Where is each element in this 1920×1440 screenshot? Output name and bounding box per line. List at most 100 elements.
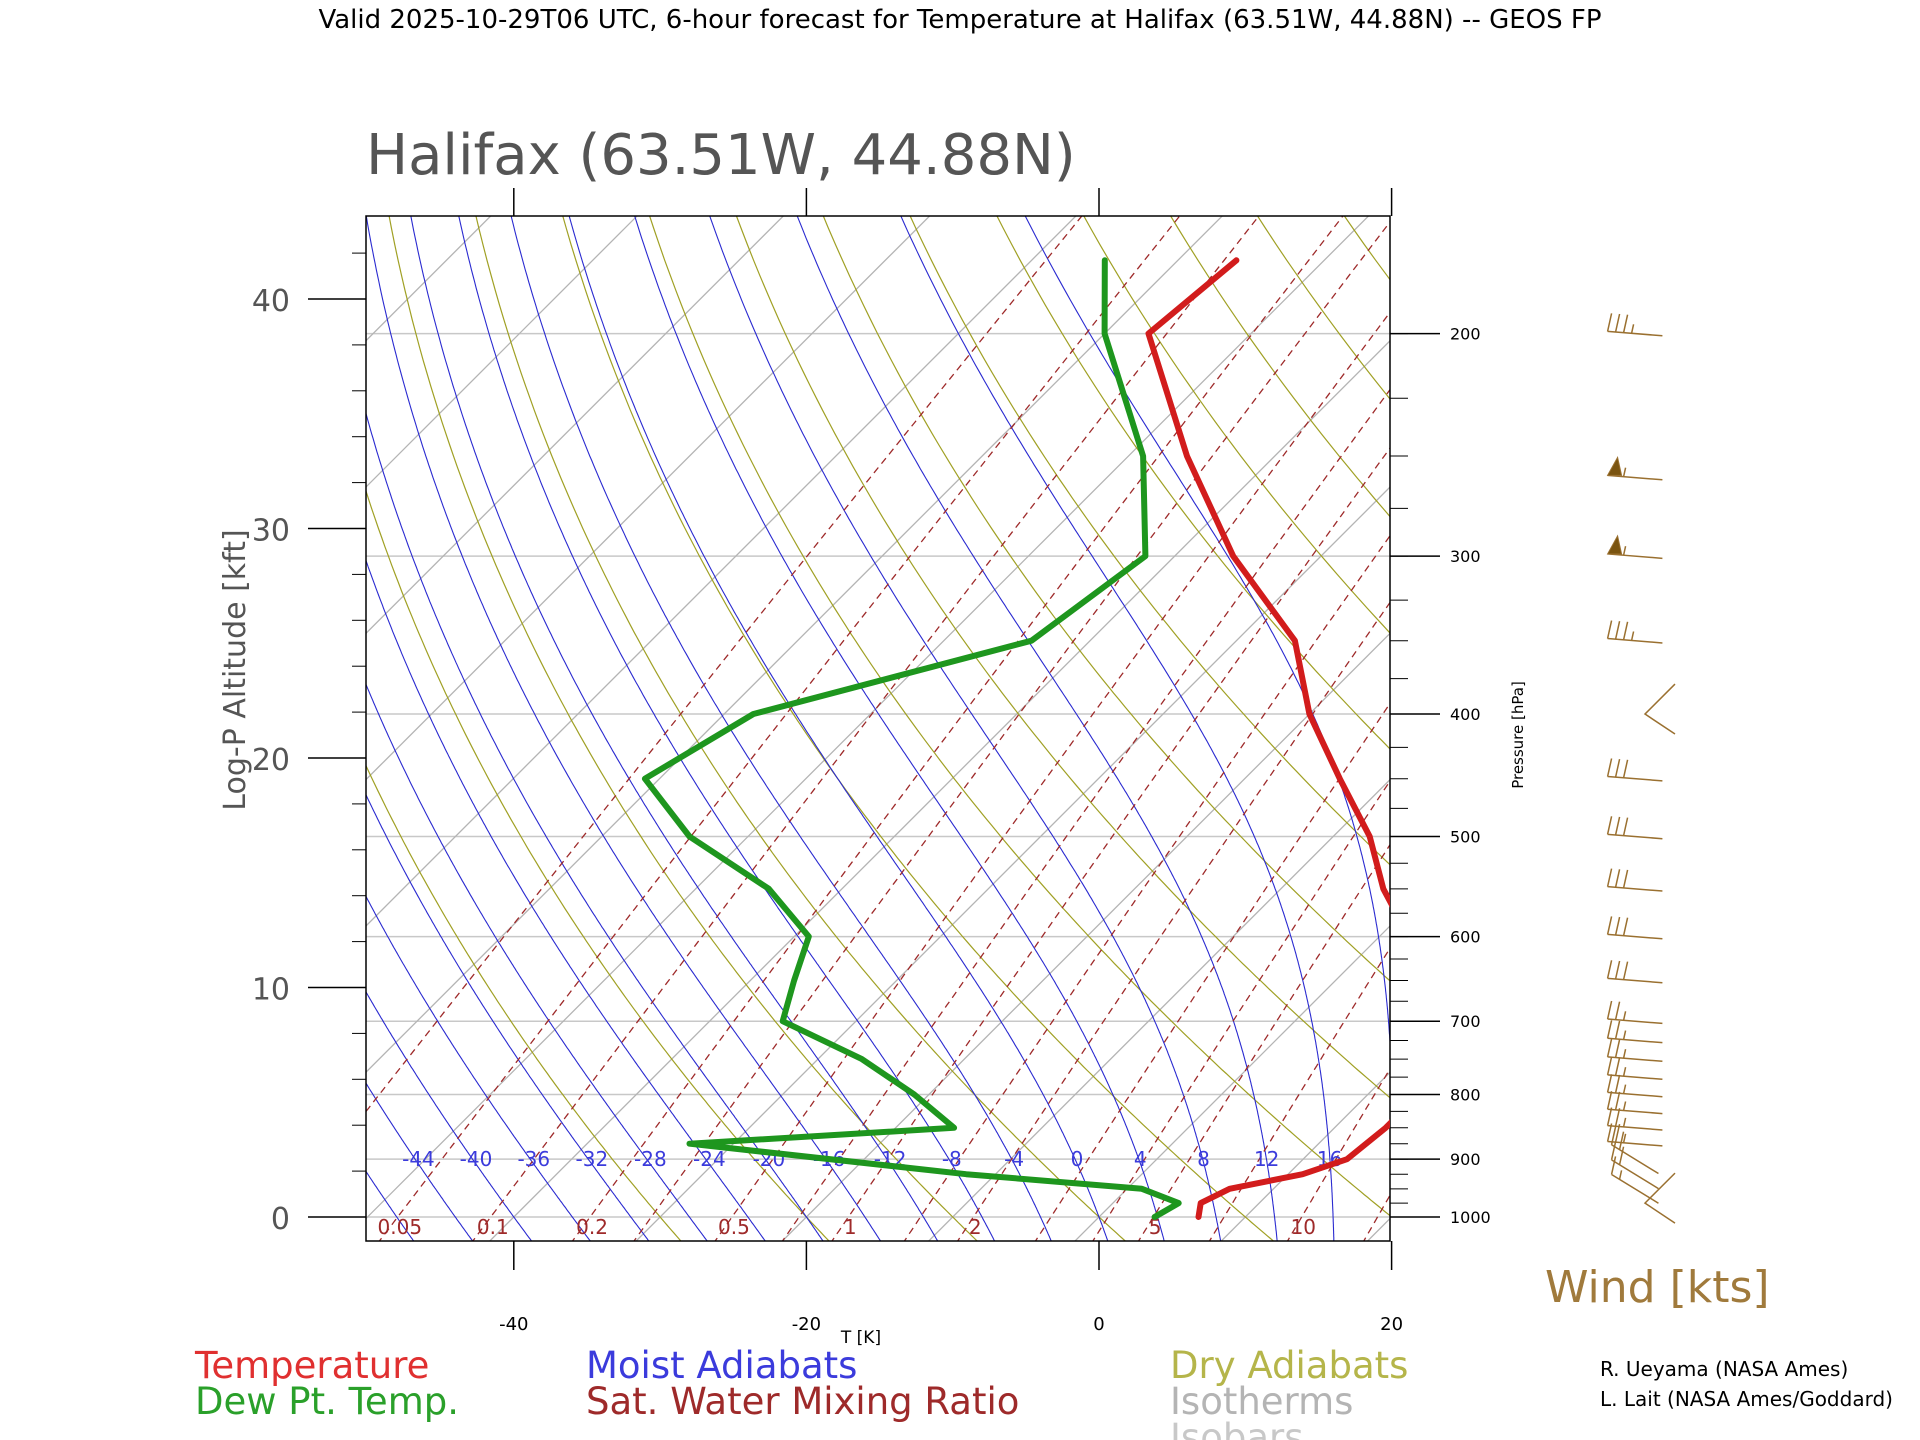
pressure-tick-label: 200 xyxy=(1450,325,1481,344)
pressure-tick-label: 400 xyxy=(1450,705,1481,724)
mixing-ratio-line xyxy=(714,311,1390,1241)
moist-adiabat-line xyxy=(634,216,1165,1241)
wind-barb xyxy=(1610,1141,1659,1190)
moist-adiabat-line xyxy=(796,216,1278,1241)
isotherm-line xyxy=(1074,925,1390,1241)
moist-adiabat-line xyxy=(458,216,996,1241)
altitude-tick-label: 30 xyxy=(252,514,290,549)
isotherm-line xyxy=(366,216,1077,927)
pressure-tick-label: 500 xyxy=(1450,828,1481,847)
legend-isobars: Isobars xyxy=(1170,1416,1303,1440)
mixing-ratio-label: 5 xyxy=(1149,1215,1162,1239)
pressure-tick-label: 1000 xyxy=(1450,1208,1491,1227)
plot-frame xyxy=(365,215,1391,1242)
pressure-tick-label: 800 xyxy=(1450,1086,1481,1105)
moist-adiabat-label: -8 xyxy=(942,1147,962,1171)
moist-adiabat-label: -24 xyxy=(693,1147,726,1171)
y-axis-left-label: Log-P Altitude [kft] xyxy=(218,529,253,810)
isotherm-line xyxy=(366,216,492,342)
moist-adiabat-line xyxy=(709,216,1222,1241)
wind-barb xyxy=(1606,1091,1663,1115)
isotherm-line xyxy=(781,632,1390,1241)
legend-dry-adiabats: Dry Adiabats xyxy=(1170,1344,1408,1387)
wind-barb xyxy=(1643,683,1676,735)
wind-barb xyxy=(1606,816,1663,840)
dry-adiabat-line xyxy=(366,489,830,1241)
axes: 0102030401000900800700600500400300200-40… xyxy=(252,188,1491,1335)
altitude-tick-label: 40 xyxy=(252,284,290,319)
temperature-profile-line xyxy=(1145,257,1390,1220)
dewpoint-profile-line xyxy=(641,257,1182,1220)
altitude-tick-label: 0 xyxy=(271,1202,290,1237)
isotherm-line xyxy=(366,216,1224,1074)
moist-adiabat-line xyxy=(900,216,1335,1241)
moist-adiabat-label: 12 xyxy=(1254,1147,1279,1171)
mixing-ratio-line xyxy=(1137,843,1390,1241)
isotherm-line xyxy=(1511,138,1920,1244)
wind-barb xyxy=(1606,313,1663,337)
dry-adiabat-line xyxy=(475,216,1127,1241)
legend-temperature: Temperature xyxy=(194,1344,429,1387)
mixing-ratio-line xyxy=(633,220,1390,1241)
mixing-ratio-line xyxy=(1421,138,1920,1244)
mixing-ratio-label: 10 xyxy=(1291,1215,1316,1239)
mixing-ratio-label: 0.5 xyxy=(718,1215,750,1239)
mixing-ratio-label: 0.1 xyxy=(477,1215,509,1239)
legend-mixing-ratio: Sat. Water Mixing Ratio xyxy=(586,1380,1019,1423)
pressure-tick-label: 900 xyxy=(1450,1150,1481,1169)
wind-label: Wind [kts] xyxy=(1545,1262,1770,1313)
x-tick-label: -40 xyxy=(499,1314,528,1335)
moist-adiabat-label: -32 xyxy=(576,1147,609,1171)
mixing-ratio-line xyxy=(956,601,1390,1241)
x-tick-label: 0 xyxy=(1093,1314,1104,1335)
moist-adiabat-line xyxy=(568,216,1109,1241)
mixing-ratio-line xyxy=(1286,1067,1390,1241)
dry-adiabat-line xyxy=(909,216,1390,866)
moist-adiabat-line xyxy=(366,558,766,1241)
altitude-tick-label: 20 xyxy=(252,743,290,778)
isotherm-line xyxy=(0,138,130,1244)
moist-adiabat-label: -28 xyxy=(634,1147,667,1171)
dry-adiabat-line xyxy=(648,216,1390,1217)
mixing-ratio-line xyxy=(1490,138,1920,1244)
isotherm-line xyxy=(366,216,638,488)
background-lines xyxy=(0,138,1920,1244)
profiles xyxy=(641,257,1390,1220)
wind-barb xyxy=(1606,534,1663,560)
moist-adiabat-label: -40 xyxy=(460,1147,493,1171)
mixing-ratio-line xyxy=(831,446,1390,1241)
moist-adiabat-line xyxy=(366,1082,474,1241)
isotherm-line xyxy=(0,138,423,1244)
wind-barb xyxy=(1610,1126,1659,1175)
wind-barb xyxy=(1606,960,1663,984)
isotherm-line xyxy=(1220,1071,1390,1241)
altitude-tick-label: 10 xyxy=(252,973,290,1008)
mixing-ratio-line xyxy=(378,216,1181,1241)
wind-barb xyxy=(1606,1020,1663,1044)
dry-adiabat-line xyxy=(1083,216,1390,634)
moist-adiabat-line xyxy=(1024,216,1390,1051)
legend-isotherms: Isotherms xyxy=(1170,1380,1353,1423)
dry-adiabat-line xyxy=(562,216,1275,1241)
moist-adiabat-line xyxy=(366,683,708,1241)
mixing-ratio-line xyxy=(781,388,1390,1241)
moist-adiabat-label: 4 xyxy=(1134,1147,1147,1171)
legend: Temperature Dew Pt. Temp. Moist Adiabats… xyxy=(194,1344,1408,1440)
isotherm-line xyxy=(366,216,1370,1220)
pressure-tick-label: 700 xyxy=(1450,1012,1481,1031)
wind-barb xyxy=(1606,1038,1663,1063)
wind-barb xyxy=(1606,1000,1663,1025)
x-tick-label: -20 xyxy=(792,1314,821,1335)
moist-adiabat-label: 8 xyxy=(1197,1147,1210,1171)
dry-adiabat-line xyxy=(366,764,682,1241)
isotherm-line xyxy=(488,339,1390,1241)
legend-moist-adiabats: Moist Adiabats xyxy=(586,1344,857,1387)
mixing-ratio-line xyxy=(1208,947,1390,1241)
dry-adiabat-line xyxy=(996,216,1390,750)
isotherm-line xyxy=(1657,138,1920,1244)
mixing-ratio-line xyxy=(1560,138,1920,1244)
credit-line-2: L. Lait (NASA Ames/Goddard) xyxy=(1600,1387,1893,1411)
moist-adiabat-label: -44 xyxy=(402,1147,435,1171)
isotherm-line xyxy=(366,216,785,635)
